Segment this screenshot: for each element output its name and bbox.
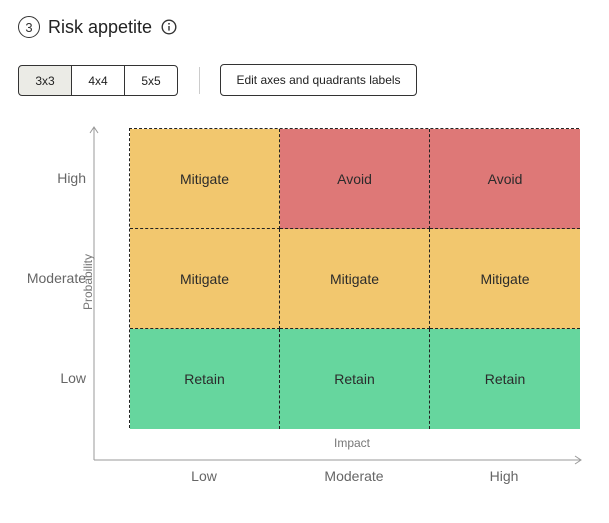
matrix-cell[interactable]: Retain (130, 329, 280, 429)
row-label-moderate: Moderate (26, 270, 86, 286)
matrix-cell[interactable]: Retain (430, 329, 580, 429)
matrix-cell[interactable]: Mitigate (430, 229, 580, 329)
matrix-cell[interactable]: Avoid (280, 129, 430, 229)
section-header: 3 Risk appetite (18, 16, 177, 38)
section-title: Risk appetite (48, 16, 153, 37)
matrix-cell[interactable]: Mitigate (280, 229, 430, 329)
matrix-cell[interactable]: Mitigate (130, 229, 280, 329)
column-label-moderate: Moderate (324, 468, 384, 484)
matrix-cell[interactable]: Mitigate (130, 129, 280, 229)
toolbar-divider (199, 67, 200, 94)
x-axis-title: Impact (334, 436, 371, 450)
edit-labels-button[interactable]: Edit axes and quadrants labels (220, 64, 417, 96)
column-label-low: Low (191, 468, 217, 484)
matrix-cell[interactable]: Avoid (430, 129, 580, 229)
grid-size-4x4-button[interactable]: 4x4 (71, 65, 125, 96)
row-label-high: High (57, 170, 86, 186)
matrix-cell[interactable]: Retain (280, 329, 430, 429)
risk-matrix-grid: Mitigate Avoid Avoid Mitigate Mitigate M… (129, 128, 580, 429)
grid-size-5x5-button[interactable]: 5x5 (124, 65, 178, 96)
step-number-badge: 3 (18, 16, 40, 38)
row-label-low: Low (60, 370, 86, 386)
column-label-high: High (489, 468, 519, 484)
grid-size-toggle: 3x3 4x4 5x5 (18, 65, 178, 96)
y-axis-title: Probability (81, 253, 95, 311)
info-icon[interactable] (161, 19, 177, 35)
